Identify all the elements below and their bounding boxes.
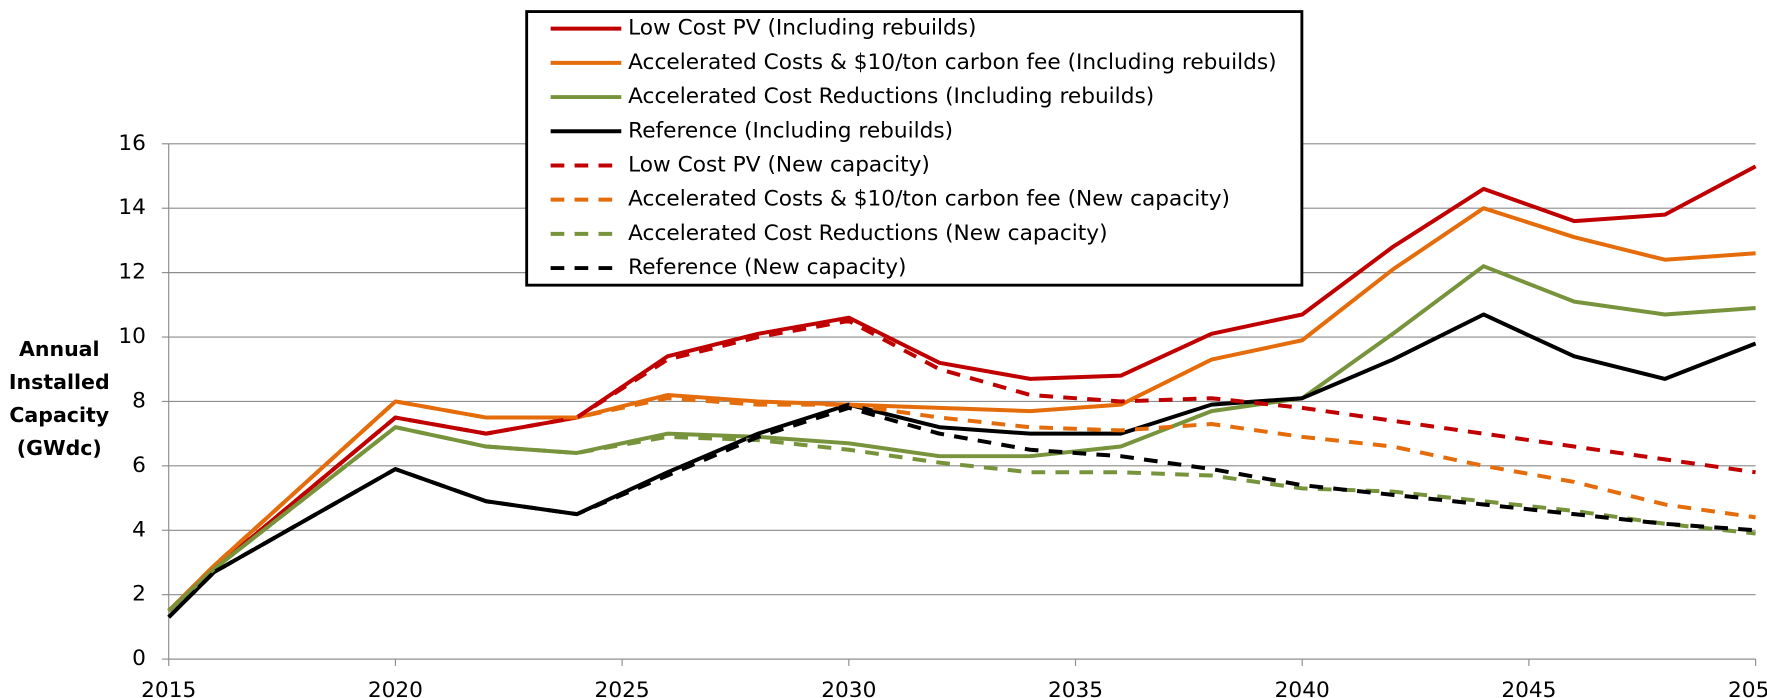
legend-label: Accelerated Cost Reductions (Including r…: [628, 84, 1154, 109]
x-tick-label: 2050: [1728, 678, 1767, 698]
y-axis-label: Annual Installed Capacity (GWdc): [8, 337, 110, 461]
y-tick-label: 4: [132, 517, 146, 542]
y-tick-label: 0: [132, 646, 146, 671]
legend-label: Accelerated Costs & $10/ton carbon fee (…: [628, 50, 1277, 75]
y-tick-label: 8: [132, 388, 146, 413]
y-tick-label: 10: [118, 324, 146, 349]
legend-label: Accelerated Costs & $10/ton carbon fee (…: [628, 187, 1230, 212]
legend-label: Reference (Including rebuilds): [628, 118, 953, 143]
series-line: [167, 312, 1757, 619]
legend-label: Reference (New capacity): [628, 255, 906, 280]
x-tick-label: 2030: [821, 678, 876, 698]
legend: Low Cost PV (Including rebuilds) Accelera…: [525, 10, 1304, 287]
series-line: [167, 396, 1756, 613]
x-tick-label: 2045: [1501, 678, 1556, 698]
legend-label: Accelerated Cost Reductions (New capacit…: [628, 221, 1107, 246]
x-tick-label: 2015: [141, 678, 196, 698]
x-tick-label: 2025: [595, 678, 650, 698]
y-tick-label: 16: [118, 131, 146, 156]
series-line: [167, 405, 1756, 619]
legend-box: [525, 10, 1304, 287]
x-tick-label: 2020: [368, 678, 423, 698]
legend-label: Low Cost PV (Including rebuilds): [628, 16, 976, 41]
y-tick-label: 2: [132, 582, 146, 607]
series-line: [167, 425, 1756, 613]
y-tick-label: 12: [118, 260, 146, 285]
x-tick-label: 2040: [1275, 678, 1330, 698]
y-axis-label-box: Annual Installed Capacity (GWdc): [8, 337, 110, 461]
series-line: [167, 318, 1756, 613]
y-tick-label: 6: [132, 453, 146, 478]
series-line: [167, 164, 1757, 613]
legend-label: Low Cost PV (New capacity): [628, 152, 930, 177]
x-tick-label: 2035: [1048, 678, 1103, 698]
y-tick-label: 14: [118, 195, 146, 220]
